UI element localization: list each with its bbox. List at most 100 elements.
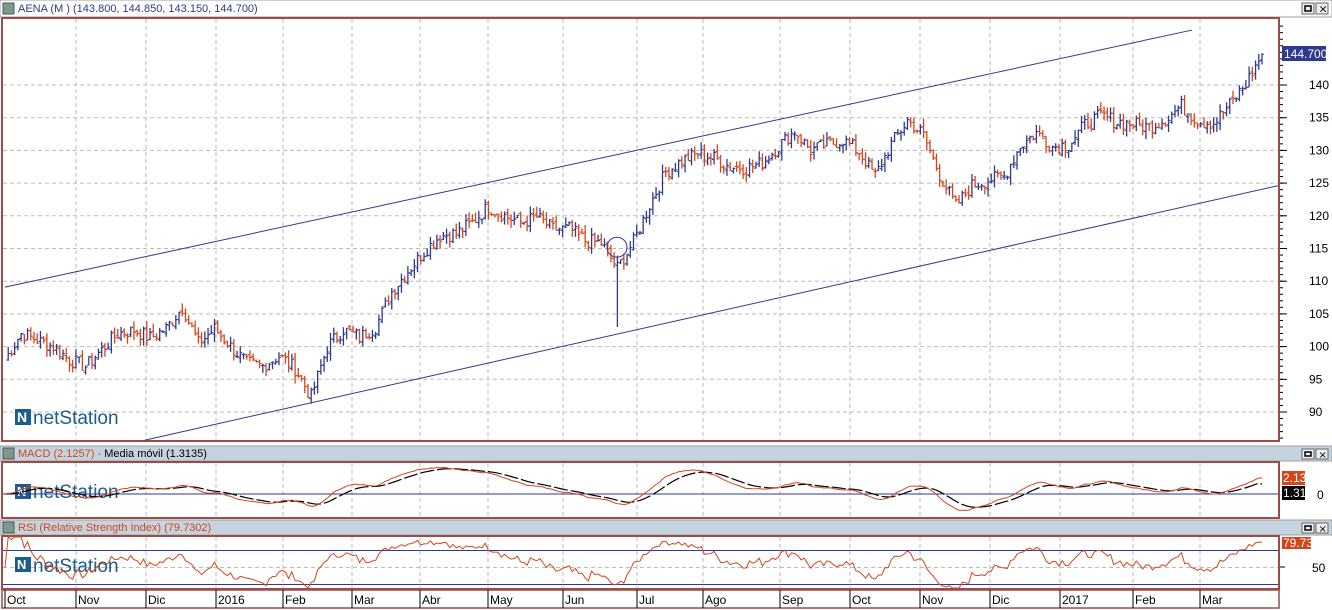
macd-maximize-button[interactable] xyxy=(1301,448,1315,460)
watermark-logo-main: N netStation xyxy=(15,408,119,429)
date-axis[interactable] xyxy=(1,589,1280,609)
ohlc-bar xyxy=(177,311,182,325)
ohlc-bar xyxy=(876,160,881,172)
ohlc-bar xyxy=(1085,112,1090,130)
ohlc-bar xyxy=(1063,139,1068,158)
rsi-panel[interactable] xyxy=(1,535,1280,590)
ohlc-bar xyxy=(1124,119,1129,137)
ohlc-bar xyxy=(596,234,601,242)
ohlc-bar xyxy=(54,344,59,356)
ohlc-bar xyxy=(828,136,833,142)
ohlc-bar xyxy=(654,187,659,199)
watermark-logo-rsi: N netStation xyxy=(15,556,119,577)
x-axis-label: Dic xyxy=(148,593,165,607)
ohlc-bar xyxy=(99,341,104,358)
ohlc-bar xyxy=(247,350,252,362)
ohlc-bar xyxy=(344,327,349,340)
ohlc-bar xyxy=(534,206,539,218)
y-axis-label: 90 xyxy=(1309,405,1323,419)
upper-channel-line[interactable] xyxy=(4,29,1193,288)
ohlc-bar xyxy=(386,295,391,306)
x-axis-label: Feb xyxy=(1135,593,1156,607)
ohlc-bar xyxy=(563,217,568,229)
close-button[interactable]: × xyxy=(1315,2,1329,16)
ohlc-bar xyxy=(376,314,381,336)
ohlc-bar xyxy=(209,325,214,335)
chart-window-icon xyxy=(2,2,15,15)
ohlc-bar xyxy=(1227,97,1232,115)
ohlc-bar xyxy=(1024,135,1029,154)
rsi-close-button[interactable]: × xyxy=(1315,522,1329,535)
ohlc-bar xyxy=(1114,123,1119,130)
maximize-button[interactable] xyxy=(1301,2,1315,15)
ohlc-bar xyxy=(1137,112,1142,126)
ohlc-bar xyxy=(947,185,952,196)
rsi-title: RSI (Relative Strength Index) (79.7302) xyxy=(18,522,211,534)
ohlc-bar xyxy=(276,352,281,366)
x-axis-label: Oct xyxy=(7,593,26,607)
x-axis-label: 2017 xyxy=(1062,593,1089,607)
ohlc-bar xyxy=(93,355,98,370)
ohlc-bar xyxy=(286,350,291,373)
ohlc-bar xyxy=(38,331,43,349)
ohlc-bar xyxy=(28,327,33,341)
ohlc-bar xyxy=(586,241,591,252)
ohlc-bar xyxy=(183,308,188,323)
price-panel[interactable] xyxy=(1,17,1280,442)
rsi-maximize-button[interactable] xyxy=(1301,522,1315,534)
rsi-panel-icon xyxy=(2,521,15,534)
ohlc-bar xyxy=(41,336,46,344)
ohlc-bar xyxy=(480,218,485,225)
ohlc-bar xyxy=(322,355,327,372)
ohlc-bar xyxy=(592,232,597,248)
ohlc-bar xyxy=(1166,115,1171,132)
ohlc-bar xyxy=(135,329,140,337)
lower-channel-line[interactable] xyxy=(144,185,1279,441)
ohlc-bar xyxy=(792,131,797,141)
ohlc-bar xyxy=(702,144,707,167)
ohlc-bar xyxy=(602,238,607,248)
ohlc-bar xyxy=(109,330,114,354)
ohlc-bar xyxy=(705,152,710,166)
ohlc-bar xyxy=(463,214,468,236)
svg-text:144.700: 144.700 xyxy=(1284,47,1328,61)
svg-text:netStation: netStation xyxy=(33,556,119,577)
ohlc-bar xyxy=(1092,111,1097,131)
ohlc-bar xyxy=(1050,145,1055,156)
ohlc-bar xyxy=(77,356,82,364)
ohlc-bar xyxy=(231,339,236,361)
ohlc-bar xyxy=(1056,143,1061,155)
ohlc-bar xyxy=(32,331,37,344)
ohlc-bar xyxy=(612,252,617,268)
ohlc-bar xyxy=(1102,106,1107,121)
ohlc-bar xyxy=(144,321,149,347)
ohlc-bar xyxy=(1021,146,1026,154)
ohlc-bar xyxy=(544,212,549,229)
rsi-value-label: 79.73 xyxy=(1282,536,1313,550)
ohlc-bar xyxy=(341,327,346,346)
ohlc-bar xyxy=(905,116,910,130)
ohlc-bar xyxy=(650,192,655,215)
annotation-circle[interactable] xyxy=(606,236,628,258)
ohlc-bar xyxy=(998,171,1003,180)
ohlc-bar xyxy=(444,228,449,244)
svg-text:1.31: 1.31 xyxy=(1283,486,1307,500)
ohlc-bar xyxy=(679,156,684,169)
ohlc-bar xyxy=(515,214,520,219)
ohlc-bar xyxy=(1163,122,1168,127)
ohlc-bar xyxy=(879,158,884,171)
ohlc-bar xyxy=(438,235,443,249)
ohlc-bar xyxy=(102,343,107,357)
macd-panel[interactable] xyxy=(1,461,1280,519)
ohlc-bar xyxy=(886,152,891,160)
ohlc-bar xyxy=(576,224,581,242)
ohlc-bar xyxy=(1221,111,1226,120)
ohlc-bar xyxy=(83,365,88,375)
ohlc-bar xyxy=(637,231,642,235)
ohlc-bar xyxy=(251,353,256,362)
ohlc-bar xyxy=(112,327,117,344)
macd-close-button[interactable]: × xyxy=(1315,448,1329,461)
ohlc-bar xyxy=(728,162,733,172)
ohlc-bar xyxy=(160,330,165,333)
svg-text:N: N xyxy=(17,557,26,572)
